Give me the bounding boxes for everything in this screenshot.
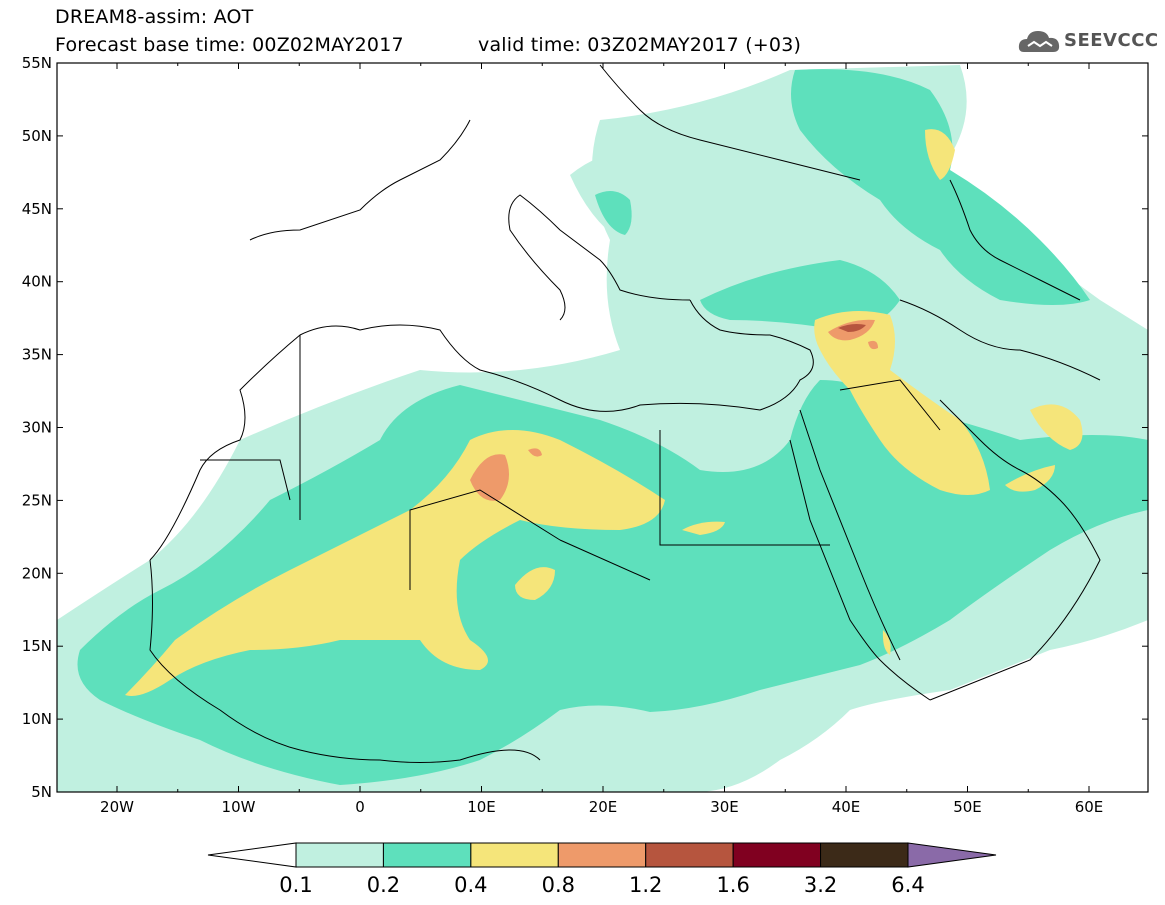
colorbar-segment	[470, 842, 559, 868]
lat-label: 10N	[22, 710, 52, 728]
lon-label: 10E	[467, 798, 496, 816]
cloud-icon	[1018, 31, 1060, 52]
coastlines	[149, 64, 1101, 763]
aot-band-0.8-small2	[868, 340, 878, 350]
aot-band-0.4-egypt	[682, 521, 725, 535]
aot-band-0.4-caspian	[925, 129, 955, 180]
colorbar-segment	[382, 842, 472, 868]
aot-band-0.4-redsea	[882, 630, 891, 655]
colorbar-level-label: 0.1	[279, 873, 312, 897]
lat-label: 35N	[22, 346, 52, 364]
forecast-base-time: Forecast base time: 00Z02MAY2017	[55, 34, 404, 56]
map-title: DREAM8-assim: AOT	[55, 6, 254, 28]
latitude-labels: 55N 50N 45N 40N 35N 30N 25N 20N 15N 10N 5N	[22, 54, 52, 801]
aot-band-0.2-north	[791, 69, 1090, 306]
lon-label: 20W	[100, 798, 134, 816]
colorbar-level-label: 0.2	[367, 873, 400, 897]
colorbar-segment	[295, 842, 384, 868]
logo-text: SEEVCCC	[1064, 30, 1159, 51]
lat-label: 50N	[22, 127, 52, 145]
aot-band-0.2-balkan	[595, 191, 632, 235]
aot-band-0.4-gulf	[1030, 404, 1083, 450]
lon-label: 50E	[953, 798, 982, 816]
valid-time: valid time: 03Z02MAY2017 (+03)	[478, 34, 802, 56]
lon-label: 30E	[710, 798, 739, 816]
colorbar-level-label: 0.8	[542, 873, 575, 897]
aot-band-1.2	[838, 324, 866, 332]
lat-label: 45N	[22, 200, 52, 218]
colorbar-level-label: 6.4	[891, 873, 924, 897]
colorbar-level-label: 1.6	[716, 873, 749, 897]
colorbar-segment	[820, 842, 909, 868]
colorbar-segment	[645, 842, 734, 868]
lat-label: 20N	[22, 564, 52, 582]
aot-band-0.8	[470, 454, 509, 501]
lon-label: 0	[355, 798, 365, 816]
colorbar-level-label: 3.2	[804, 873, 837, 897]
colorbar-low-arrow	[207, 842, 297, 868]
aot-band-0.4-chad	[515, 567, 555, 600]
aot-fields	[57, 63, 1148, 792]
lat-label: 40N	[22, 273, 52, 291]
seevccc-logo: SEEVCCC	[1018, 26, 1158, 56]
axis-ticks	[57, 62, 1148, 793]
colorbar-segment	[557, 842, 647, 868]
colorbar-high-arrow	[907, 842, 997, 868]
aot-band-0.4-iraq	[814, 311, 990, 495]
lon-label: 20E	[589, 798, 618, 816]
lat-label: 30N	[22, 419, 52, 437]
aot-band-0.4	[125, 430, 665, 696]
lat-label: 55N	[22, 54, 52, 72]
lat-label: 15N	[22, 637, 52, 655]
colorbar	[207, 842, 997, 868]
aot-band-0.8-small	[528, 448, 542, 457]
colorbar-labels: 0.1 0.2 0.4 0.8 1.2 1.6 3.2 6.4	[279, 873, 924, 897]
aot-band-0.2	[77, 380, 1148, 785]
lon-label: 40E	[832, 798, 861, 816]
colorbar-segment	[732, 842, 822, 868]
lon-label: 60E	[1075, 798, 1104, 816]
colorbar-level-label: 1.2	[629, 873, 662, 897]
lat-label: 5N	[31, 783, 52, 801]
lat-label: 25N	[22, 491, 52, 509]
colorbar-level-label: 0.4	[454, 873, 487, 897]
lon-label: 10W	[222, 798, 256, 816]
longitude-labels: 20W 10W 0 10E 20E 30E 40E 50E 60E	[100, 798, 1103, 816]
